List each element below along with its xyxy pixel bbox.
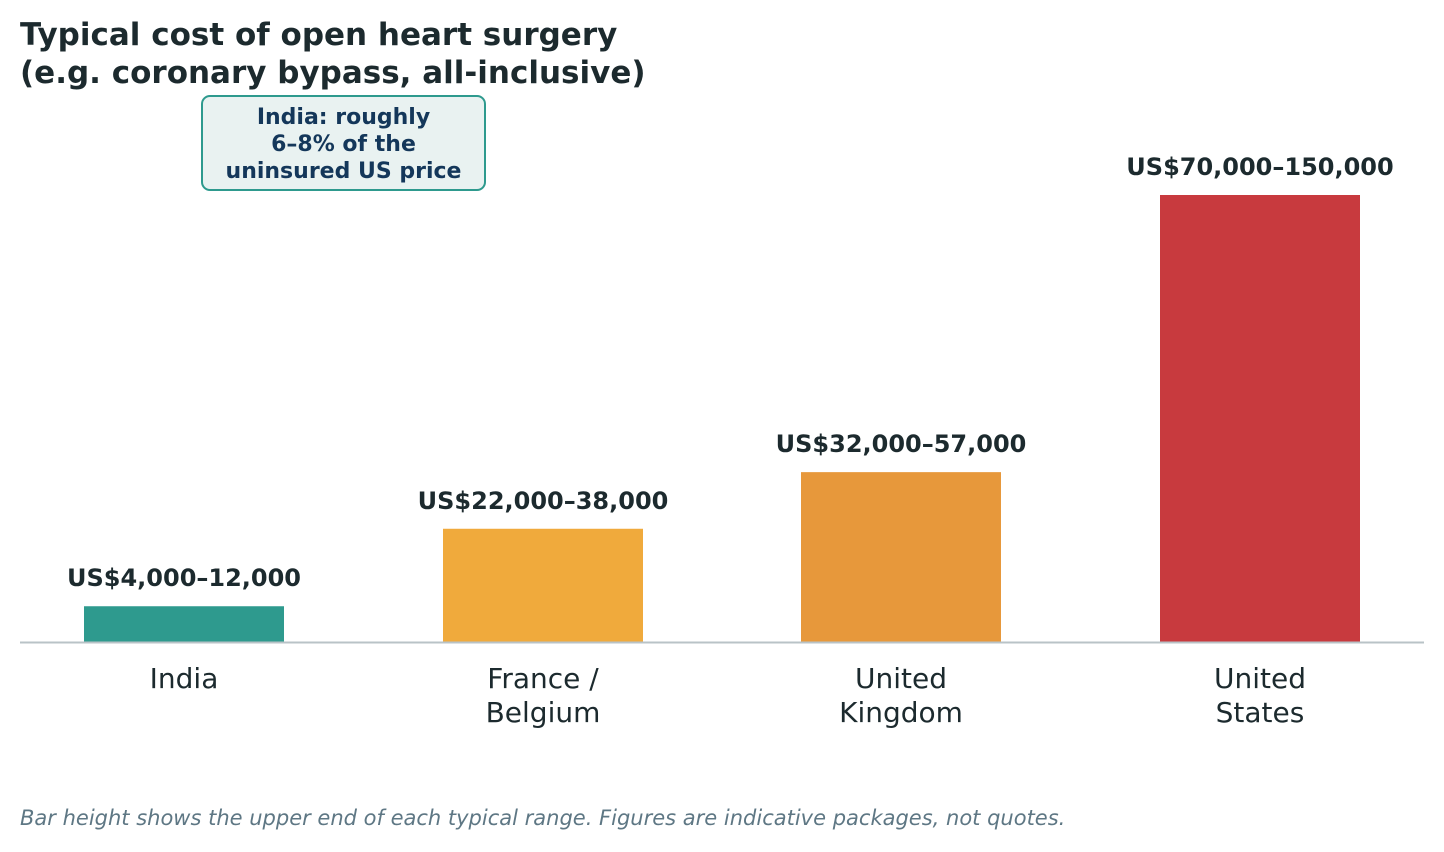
callout-line-1: India: roughly [256,105,431,130]
chart-title: Typical cost of open heart surgery (e.g.… [20,16,646,92]
category-label-4-line-1: United [1214,662,1306,695]
category-label-1-line-1: India [150,662,219,695]
category-label-3-line-2: Kingdom [839,696,963,729]
chart-title-line-1: Typical cost of open heart surgery [20,17,618,53]
category-labels-group: India France /BelgiumUnitedKingdomUnitedS… [150,662,1306,729]
bar-value-label-2: US$22,000–38,000 [418,487,669,515]
callout-line-3: uninsured US price [225,159,462,184]
bar-1 [84,606,284,642]
bar-value-label-1: US$4,000–12,000 [67,564,301,592]
bar-4 [1160,195,1360,642]
india-callout-box: India: roughly 6–8% of the uninsured US … [201,95,486,191]
category-label-2-line-1: France / [487,662,599,695]
callout-line-2: 6–8% of the [271,132,416,157]
bar-2 [443,528,643,642]
bar-3 [801,472,1001,642]
bar-value-label-4: US$70,000–150,000 [1126,153,1393,181]
bars-group [84,195,1360,642]
bar-value-label-3: US$32,000–57,000 [776,430,1027,458]
value-labels-group: US$4,000–12,000 US$22,000–38,000 US$32,000… [67,153,1394,592]
chart-title-line-2: (e.g. coronary bypass, all-inclusive) [20,55,646,91]
category-label-2-line-2: Belgium [486,696,601,729]
category-label-3-line-1: United [855,662,947,695]
category-label-4-line-2: States [1216,696,1305,729]
footnote: Bar height shows the upper end of each t… [20,806,1066,830]
